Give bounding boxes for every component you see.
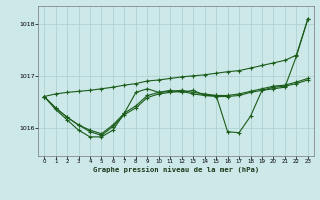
X-axis label: Graphe pression niveau de la mer (hPa): Graphe pression niveau de la mer (hPa) (93, 167, 259, 173)
